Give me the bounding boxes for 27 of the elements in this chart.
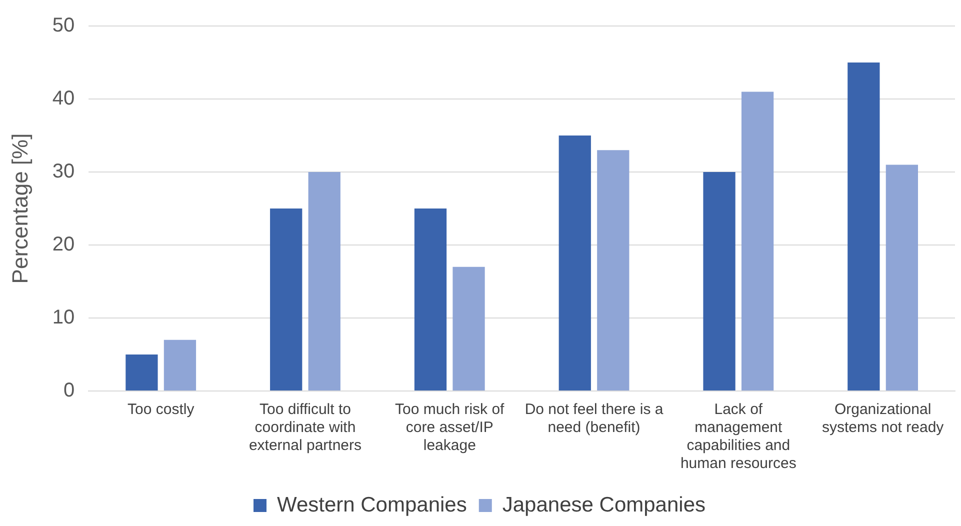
- bar: [558, 136, 591, 390]
- x-tick-label: Too difficult to coordinate with external partners: [248, 401, 362, 454]
- bar: [886, 164, 918, 390]
- x-tick-label: Do not feel there is a need (benefit): [524, 401, 664, 436]
- bar: [452, 266, 485, 390]
- x-tick-label: Too costly: [127, 401, 195, 418]
- y-axis-title: Percentage [%]: [7, 133, 32, 284]
- y-tick-label: 10: [52, 306, 75, 329]
- y-tick-label: 50: [52, 14, 75, 37]
- y-tick-label: 30: [52, 160, 75, 183]
- x-tick-label: Too much risk of core asset/IP leakage: [395, 401, 506, 454]
- bar: [848, 62, 880, 390]
- legend-label: Japanese Companies: [502, 493, 706, 516]
- bar: [597, 150, 630, 390]
- y-tick-label: 20: [52, 234, 75, 256]
- x-tick-label: Lack of management capabilities and human resources: [680, 401, 796, 472]
- bar: [126, 354, 158, 390]
- bar: [270, 208, 302, 390]
- x-tick-label: Organizational systems not ready: [822, 401, 944, 436]
- bar: [414, 208, 447, 390]
- bar: [308, 172, 340, 390]
- legend-label: Western Companies: [277, 493, 467, 516]
- bar: [164, 340, 196, 390]
- bar: [703, 172, 736, 390]
- y-tick-label: 0: [64, 380, 75, 402]
- y-tick-label: 40: [52, 88, 75, 110]
- bar: [741, 92, 774, 390]
